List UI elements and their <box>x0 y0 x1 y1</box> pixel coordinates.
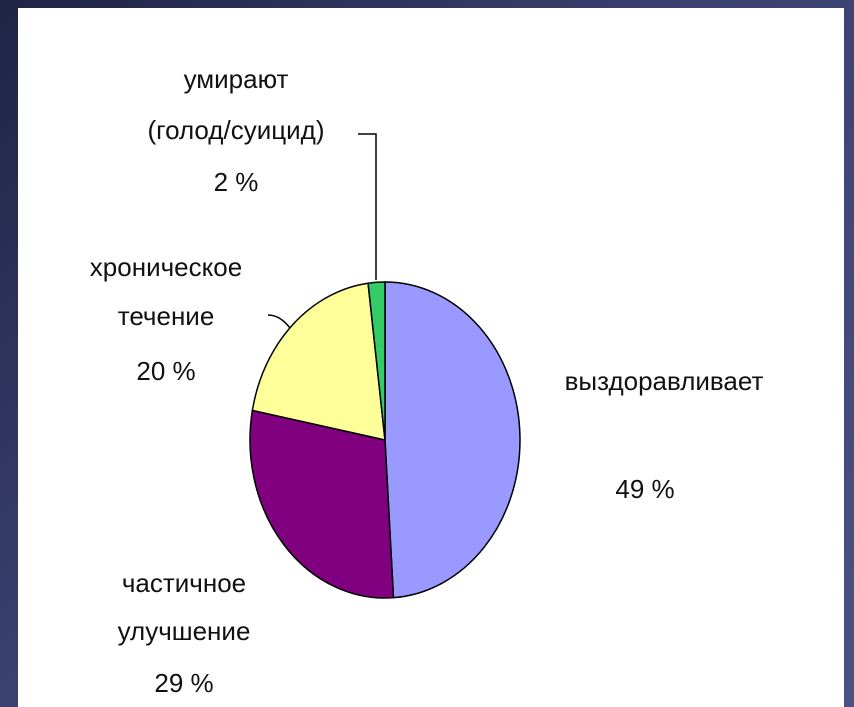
label-partial-improvement-line1: частичное <box>122 568 246 598</box>
slice-labels: выздоравливает 49 % частичное улучшение … <box>90 64 764 698</box>
label-chronic-line2: течение <box>118 301 215 331</box>
value-die: 2 % <box>214 167 259 197</box>
slice-recovers <box>384 281 521 599</box>
chart-frame: выздоравливает 49 % частичное улучшение … <box>18 8 844 707</box>
label-partial-improvement-line2: улучшение <box>118 616 251 646</box>
label-recovers: выздоравливает <box>565 366 764 396</box>
pie-chart: выздоравливает 49 % частичное улучшение … <box>90 64 764 698</box>
slice-die <box>367 281 386 441</box>
leader-lines <box>267 133 377 329</box>
value-partial-improvement: 29 % <box>154 668 213 698</box>
label-die-line2: (голод/суицид) <box>148 115 325 145</box>
pie-slices <box>249 281 521 599</box>
slice-partial-improvement <box>249 409 395 599</box>
label-die-line1: умирают <box>184 64 289 94</box>
value-recovers: 49 % <box>615 474 674 504</box>
leader-line-chronic <box>267 314 291 329</box>
value-chronic: 20 % <box>136 356 195 386</box>
label-chronic-line1: хроническое <box>90 252 242 282</box>
leader-line-deaths <box>358 133 377 280</box>
slice-chronic <box>251 282 386 441</box>
